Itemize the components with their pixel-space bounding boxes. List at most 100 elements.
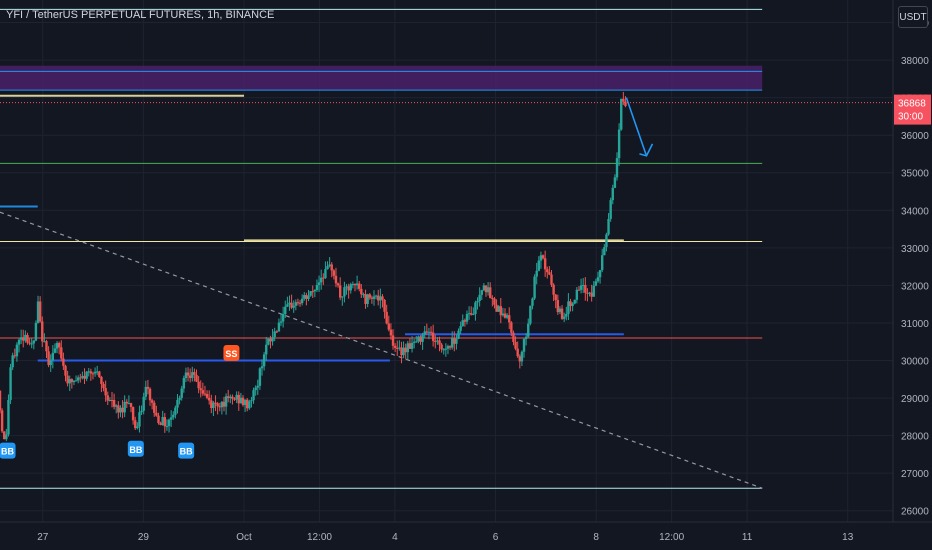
candle xyxy=(336,282,340,288)
candle-body xyxy=(389,329,393,336)
candle-body xyxy=(193,372,196,375)
candle xyxy=(32,339,36,350)
candle xyxy=(153,400,156,417)
candle xyxy=(463,318,467,327)
candle xyxy=(89,368,93,381)
candle xyxy=(30,338,33,349)
candle xyxy=(324,261,327,279)
candle-body xyxy=(110,399,114,401)
candle xyxy=(83,368,86,385)
candle-body xyxy=(419,336,422,342)
candle-body xyxy=(372,296,376,299)
candle-body xyxy=(220,401,224,408)
candle-body xyxy=(353,283,357,286)
candle-body xyxy=(617,129,621,159)
candle xyxy=(358,280,361,292)
candle-body xyxy=(279,321,283,323)
candle xyxy=(0,390,2,414)
candle xyxy=(70,378,74,389)
candle-body xyxy=(235,394,238,400)
candle xyxy=(184,367,188,383)
candle-body xyxy=(377,295,380,301)
candle-body xyxy=(60,347,63,359)
candle-body xyxy=(408,343,412,349)
candle xyxy=(503,308,507,319)
candle-body xyxy=(379,296,382,301)
candle-body xyxy=(64,365,67,376)
candle-body xyxy=(554,294,557,301)
candle xyxy=(49,354,52,372)
candle-body xyxy=(495,304,498,312)
candle-body xyxy=(45,341,48,352)
y-tick-label: 33000 xyxy=(901,244,929,255)
candle-body xyxy=(406,343,410,353)
candle xyxy=(45,339,48,359)
candle-body xyxy=(611,187,614,201)
candle-body xyxy=(442,349,445,351)
candle xyxy=(505,313,509,320)
candle-body xyxy=(328,264,331,267)
candle xyxy=(548,266,551,276)
candle xyxy=(480,289,483,300)
candle xyxy=(495,299,498,312)
candle xyxy=(95,365,99,376)
candle xyxy=(565,306,568,321)
candle-body xyxy=(508,315,511,323)
candle-body xyxy=(349,284,352,291)
candle-body xyxy=(284,306,287,315)
candle xyxy=(611,184,614,205)
candle-body xyxy=(146,386,150,389)
candle xyxy=(419,335,422,345)
currency-selector[interactable]: USDT xyxy=(898,6,928,28)
candle xyxy=(303,292,306,301)
candle xyxy=(440,342,443,353)
candle xyxy=(406,340,410,361)
candle xyxy=(210,394,213,414)
candle xyxy=(609,197,612,222)
candle xyxy=(347,283,350,299)
candle-body xyxy=(360,288,363,295)
candle-body xyxy=(66,375,69,384)
candle xyxy=(159,421,162,426)
candle-body xyxy=(201,390,205,394)
candle xyxy=(102,381,105,392)
candle xyxy=(279,313,283,326)
candle-body xyxy=(355,283,359,286)
candle-body xyxy=(17,339,21,345)
x-tick-label: 12:00 xyxy=(659,532,684,543)
candle-body xyxy=(330,264,333,271)
candle xyxy=(100,375,103,393)
candle-body xyxy=(34,322,38,341)
candle xyxy=(220,401,224,415)
candle xyxy=(174,405,177,419)
candle xyxy=(624,96,627,108)
candle-body xyxy=(9,367,12,400)
candle xyxy=(146,379,150,395)
candle xyxy=(267,337,270,346)
x-tick-label: 12:00 xyxy=(307,532,332,543)
candle-body xyxy=(491,297,494,299)
candle xyxy=(387,315,390,332)
candle xyxy=(62,352,65,370)
candle-body xyxy=(482,285,486,291)
candle-body xyxy=(307,295,310,299)
candle-body xyxy=(134,420,137,429)
marker-badge xyxy=(223,345,240,362)
candle-body xyxy=(368,294,371,298)
candle-body xyxy=(567,301,570,314)
candle xyxy=(66,370,69,387)
candle-body xyxy=(431,332,435,341)
candle-body xyxy=(450,338,454,348)
candle xyxy=(489,282,492,299)
candle-body xyxy=(43,341,46,343)
x-tick-label: 27 xyxy=(37,532,49,543)
candle xyxy=(482,283,486,292)
candle-body xyxy=(172,414,175,418)
candle xyxy=(22,329,25,348)
candle xyxy=(26,332,29,345)
x-tick-label: 13 xyxy=(842,532,854,543)
candle xyxy=(448,345,452,351)
candle xyxy=(13,348,16,359)
candle xyxy=(527,318,530,338)
